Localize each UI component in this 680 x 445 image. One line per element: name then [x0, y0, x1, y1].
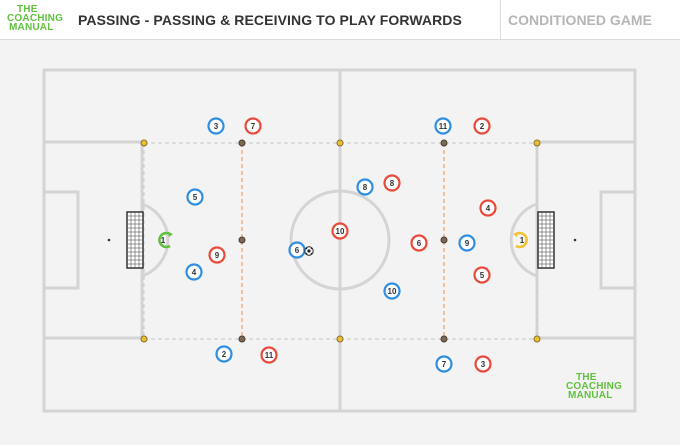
- right-goal: [537, 211, 555, 269]
- red-player: 6: [410, 234, 428, 252]
- logo-line-1: THE: [576, 372, 597, 383]
- session-type-label: CONDITIONED GAME: [508, 12, 652, 28]
- cone-marker-icon: [440, 335, 448, 343]
- header-divider: [500, 0, 501, 40]
- cone-marker-icon: [533, 335, 541, 343]
- left-six-yard-box: [42, 190, 80, 290]
- cone-marker-icon: [533, 139, 541, 147]
- red-player: 9: [208, 246, 226, 264]
- page-title: PASSING - PASSING & RECEIVING TO PLAY FO…: [78, 12, 462, 28]
- svg-text:10: 10: [336, 227, 345, 236]
- red-player: 4: [479, 199, 497, 217]
- svg-text:5: 5: [480, 271, 485, 280]
- svg-text:5: 5: [193, 193, 198, 202]
- cone-marker-icon: [336, 335, 344, 343]
- svg-text:7: 7: [251, 122, 256, 131]
- cone-marker-icon: [440, 236, 448, 244]
- svg-text:10: 10: [388, 287, 397, 296]
- svg-text:3: 3: [481, 360, 486, 369]
- svg-text:2: 2: [480, 122, 485, 131]
- svg-text:6: 6: [417, 239, 422, 248]
- cone-marker-icon: [238, 139, 246, 147]
- blue-player: 9: [458, 234, 476, 252]
- cone-marker-icon: [440, 139, 448, 147]
- blue-player: 2: [215, 345, 233, 363]
- svg-text:11: 11: [265, 351, 274, 360]
- red-team: 7 9 11 10 8 6 2 4 5 3: [208, 117, 497, 373]
- cone-markers: [140, 139, 541, 343]
- keeper-green: 1: [158, 231, 173, 249]
- svg-text:4: 4: [192, 268, 197, 277]
- header-bar: THE COACHING MANUAL PASSING - PASSING & …: [0, 0, 680, 40]
- svg-text:8: 8: [390, 179, 395, 188]
- cone-marker-icon: [238, 236, 246, 244]
- svg-text:8: 8: [363, 183, 368, 192]
- red-player: 7: [244, 117, 262, 135]
- red-player: 11: [260, 346, 278, 364]
- right-penalty-spot: [573, 238, 577, 242]
- right-six-yard-box: [599, 190, 637, 290]
- football-pitch: 1 1 3 5 4 2 6 8 10 11 9 7 7 9 11 10 8 6 …: [42, 68, 637, 413]
- coaching-manual-logo-watermark: THE COACHING MANUAL: [566, 372, 623, 401]
- centre-circle: [289, 189, 391, 291]
- keeper-yellow-number: 1: [520, 236, 525, 245]
- logo-line-1: THE: [17, 4, 38, 15]
- cone-marker-icon: [140, 139, 148, 147]
- svg-text:11: 11: [439, 122, 448, 131]
- svg-text:7: 7: [442, 360, 447, 369]
- blue-player: 10: [383, 282, 401, 300]
- soccer-ball-icon: [304, 246, 314, 256]
- logo-line-3: MANUAL: [9, 22, 54, 33]
- svg-text:9: 9: [215, 251, 220, 260]
- blue-team: 3 5 4 2 6 8 10 11 9 7: [185, 117, 476, 373]
- svg-text:3: 3: [214, 122, 219, 131]
- red-player: 5: [473, 266, 491, 284]
- svg-text:4: 4: [486, 204, 491, 213]
- logo-line-2: COACHING: [7, 13, 64, 24]
- blue-player: 11: [434, 117, 452, 135]
- logo-line-2: COACHING: [566, 381, 623, 392]
- left-penalty-spot: [107, 238, 111, 242]
- red-player: 3: [474, 355, 492, 373]
- blue-player: 4: [185, 263, 203, 281]
- red-player: 2: [473, 117, 491, 135]
- cone-marker-icon: [140, 335, 148, 343]
- red-player: 8: [383, 174, 401, 192]
- blue-player: 5: [186, 188, 204, 206]
- cone-marker-icon: [238, 335, 246, 343]
- blue-player: 8: [356, 178, 374, 196]
- coaching-manual-logo: THE COACHING MANUAL: [7, 4, 64, 33]
- svg-text:6: 6: [295, 246, 300, 255]
- blue-player: 3: [207, 117, 225, 135]
- svg-text:9: 9: [465, 239, 470, 248]
- blue-player: 6: [288, 241, 306, 259]
- red-player: 10: [331, 222, 349, 240]
- logo-line-3: MANUAL: [568, 390, 613, 401]
- cone-marker-icon: [336, 139, 344, 147]
- right-penalty-arc: [509, 202, 538, 278]
- blue-player: 7: [435, 355, 453, 373]
- keeper-yellow: 1: [513, 231, 528, 249]
- keeper-green-number: 1: [161, 236, 166, 245]
- left-goal: [126, 211, 144, 269]
- left-penalty-arc: [141, 202, 170, 278]
- svg-text:2: 2: [222, 350, 227, 359]
